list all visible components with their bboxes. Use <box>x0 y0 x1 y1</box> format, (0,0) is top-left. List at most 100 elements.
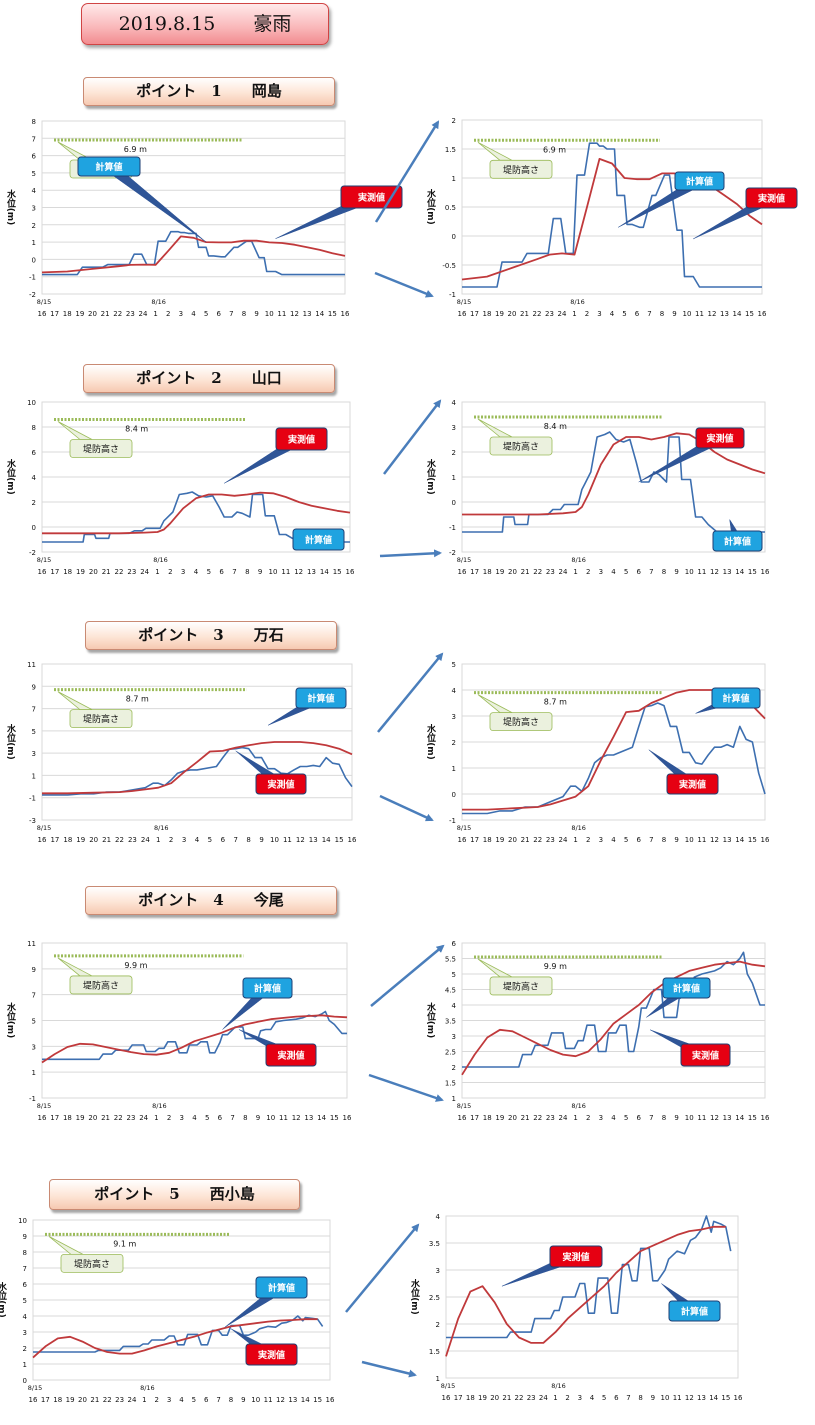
x-tick-label: 7 <box>626 1394 630 1402</box>
y-tick-label: 5 <box>23 1297 27 1305</box>
levee-label: 堤防高さ <box>83 713 119 725</box>
x-tick-label: 23 <box>527 1394 536 1402</box>
date-label: 8/16 <box>152 1102 167 1110</box>
y-tick-label: 9 <box>32 683 36 691</box>
x-tick-label: 17 <box>470 310 479 318</box>
date-label: 8/16 <box>571 1102 586 1110</box>
x-tick-label: 14 <box>735 836 744 844</box>
x-tick-label: 7 <box>649 1114 653 1122</box>
x-tick-label: 18 <box>53 1396 62 1404</box>
x-tick-label: 2 <box>167 1114 171 1122</box>
x-tick-label: 20 <box>490 1394 499 1402</box>
x-tick-label: 16 <box>442 1394 451 1402</box>
y-tick-label: 2 <box>32 499 36 507</box>
y-tick-label: 1 <box>32 239 36 247</box>
y-axis-label: 水位(m) <box>425 723 436 760</box>
x-tick-label: 14 <box>733 310 742 318</box>
x-tick-label: 12 <box>292 1114 301 1122</box>
x-tick-label: 14 <box>315 310 324 318</box>
levee-value: 9.1 m <box>113 1239 136 1248</box>
x-tick-label: 3 <box>182 836 186 844</box>
y-tick-label: 9 <box>32 966 36 974</box>
x-tick-label: 16 <box>458 836 467 844</box>
x-tick-label: 3 <box>599 1114 603 1122</box>
date-label: 8/16 <box>571 824 586 832</box>
x-tick-label: 8 <box>246 836 250 844</box>
x-tick-label: 4 <box>611 1114 616 1122</box>
x-tick-label: 15 <box>748 1114 757 1122</box>
x-tick-label: 13 <box>307 568 316 576</box>
date-label: 8/15 <box>37 824 52 832</box>
x-tick-label: 16 <box>734 1394 743 1402</box>
y-tick-label: 2 <box>452 739 456 747</box>
x-tick-label: 6 <box>217 310 222 318</box>
levee-label: 堤防高さ <box>83 443 119 455</box>
y-tick-label: 4 <box>23 1313 28 1321</box>
y-tick-label: -1 <box>29 795 36 803</box>
x-tick-label: 9 <box>241 1396 245 1404</box>
x-tick-label: 16 <box>341 310 350 318</box>
zoom-arrow <box>375 273 432 296</box>
obs-callout-label: 実測値 <box>692 1050 719 1062</box>
y-tick-label: 0 <box>452 233 456 241</box>
levee-label: 堤防高さ <box>83 979 119 991</box>
x-tick-label: 11 <box>283 836 292 844</box>
y-tick-label: -1 <box>29 274 36 282</box>
y-tick-label: 3 <box>23 1329 27 1337</box>
x-tick-label: 10 <box>265 310 274 318</box>
x-tick-label: 9 <box>674 1114 678 1122</box>
x-tick-label: 11 <box>279 1114 288 1122</box>
x-tick-label: 16 <box>38 836 47 844</box>
y-tick-label: 0 <box>32 524 36 532</box>
x-tick-label: 16 <box>343 1114 352 1122</box>
y-tick-label: 5 <box>32 1018 36 1026</box>
y-tick-label: -2 <box>449 549 456 557</box>
y-tick-label: 0 <box>452 791 456 799</box>
date-label: 8/15 <box>37 298 52 306</box>
levee-label: 堤防高さ <box>74 1258 110 1270</box>
x-tick-label: 4 <box>610 310 615 318</box>
x-tick-label: 1 <box>573 836 577 844</box>
x-tick-label: 6 <box>637 1114 642 1122</box>
y-tick-label: 2.5 <box>445 1049 456 1057</box>
x-tick-label: 22 <box>533 310 542 318</box>
x-tick-label: 24 <box>140 568 149 576</box>
date-label: 8/16 <box>151 298 166 306</box>
y-axis-label: 水位(m) <box>5 1002 16 1039</box>
x-tick-label: 9 <box>672 310 676 318</box>
x-tick-label: 18 <box>483 310 492 318</box>
x-tick-label: 10 <box>266 1114 275 1122</box>
calc-callout-label: 計算値 <box>254 983 281 995</box>
x-tick-label: 20 <box>508 1114 517 1122</box>
x-tick-label: 23 <box>128 836 137 844</box>
obs-callout-label: 実測値 <box>358 192 385 204</box>
x-tick-label: 3 <box>181 568 185 576</box>
x-tick-label: 11 <box>673 1394 682 1402</box>
x-tick-label: 3 <box>599 568 603 576</box>
y-tick-label: 1 <box>32 1069 36 1077</box>
x-tick-label: 5 <box>208 836 212 844</box>
zoom-arrow <box>380 796 432 820</box>
y-tick-label: -1 <box>449 291 456 299</box>
levee-label: 堤防高さ <box>503 716 539 728</box>
date-label: 8/16 <box>153 556 168 564</box>
x-tick-label: 12 <box>294 568 303 576</box>
x-tick-label: 22 <box>533 836 542 844</box>
point-banner: ポイント 4 今尾 <box>85 886 337 915</box>
x-tick-label: 11 <box>264 1396 273 1404</box>
y-tick-label: 4.5 <box>445 987 456 995</box>
chart-panel-full: -2-1012345678水位(m)16 17 18 19 20 21 22 23 24 1 2 3 4… <box>5 118 402 318</box>
x-tick-label: 13 <box>697 1394 706 1402</box>
x-tick-label: 2 <box>586 1114 590 1122</box>
obs-callout-label: 実測値 <box>288 434 315 446</box>
x-tick-label: 2 <box>586 568 590 576</box>
x-tick-label: 8 <box>243 1114 247 1122</box>
x-tick-label: 16 <box>346 568 355 576</box>
levee-label: 堤防高さ <box>503 164 539 176</box>
y-tick-label: 4 <box>32 187 37 195</box>
y-tick-label: 3 <box>452 424 456 432</box>
x-tick-label: 8 <box>242 310 246 318</box>
x-tick-label: 22 <box>114 1114 123 1122</box>
x-tick-label: 10 <box>685 1114 694 1122</box>
